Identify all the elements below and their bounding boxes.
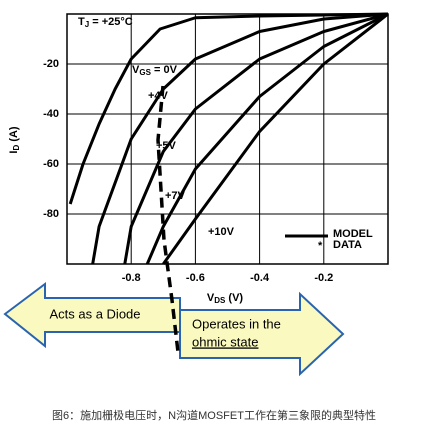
- vgs-v: V: [132, 64, 140, 76]
- right-arrow: [179, 291, 345, 377]
- x-label-unit: (V): [225, 292, 243, 304]
- tj-label: TJ = +25°C: [78, 16, 133, 29]
- tj-rest: = +25°C: [89, 16, 133, 28]
- caption: 图6：施加栅极电压时，N沟道MOSFET工作在第三象限的典型特性: [52, 408, 376, 422]
- series-label: +7V: [165, 190, 186, 202]
- x-tick-label: -0.8: [122, 272, 141, 284]
- plot-frame: [66, 13, 389, 265]
- y-label-i: I: [8, 151, 20, 154]
- x-label-v: V: [207, 292, 215, 304]
- series-label: +4V: [148, 90, 169, 102]
- legend-label: DATA: [333, 239, 362, 251]
- plot: [67, 12, 389, 265]
- y-axis-label: ID (A): [8, 126, 21, 154]
- x-label-sub: DS: [214, 296, 226, 305]
- x-tick-label: -0.6: [186, 272, 205, 284]
- y-tick-label: -80: [43, 208, 59, 220]
- series-label: 0V: [163, 64, 177, 76]
- vgs-sub: GS: [139, 68, 151, 77]
- series-label: +5V: [156, 140, 177, 152]
- tj-sub: J: [85, 20, 89, 29]
- series-label: +10V: [208, 226, 235, 238]
- x-tick-label: -0.4: [250, 272, 270, 284]
- legend-label: MODEL: [333, 228, 373, 240]
- series-line: [162, 12, 389, 265]
- series-line: [91, 12, 389, 265]
- left-arrow-label: Acts as a Diode: [49, 306, 140, 321]
- y-label-sub: D: [12, 145, 21, 151]
- legend-marker: *: [318, 240, 323, 252]
- series-line: [68, 12, 389, 205]
- right-arrow-label: Operates in the: [192, 316, 281, 331]
- vgs-label: VGS = 0V: [132, 64, 178, 77]
- region-boundary: [156, 85, 180, 353]
- x-axis-label: VDS (V): [207, 292, 244, 305]
- y-label-unit: (A): [8, 126, 20, 145]
- y-tick-label: -20: [43, 58, 59, 70]
- series-line: [145, 12, 389, 265]
- y-tick-label: -40: [43, 108, 59, 120]
- vgs-eq: =: [151, 64, 164, 76]
- y-tick-label: -60: [43, 158, 59, 170]
- x-tick-label: -0.2: [314, 272, 333, 284]
- right-arrow-label: ohmic state: [192, 334, 258, 349]
- series-line: [123, 12, 389, 265]
- tj-t: T: [78, 16, 85, 28]
